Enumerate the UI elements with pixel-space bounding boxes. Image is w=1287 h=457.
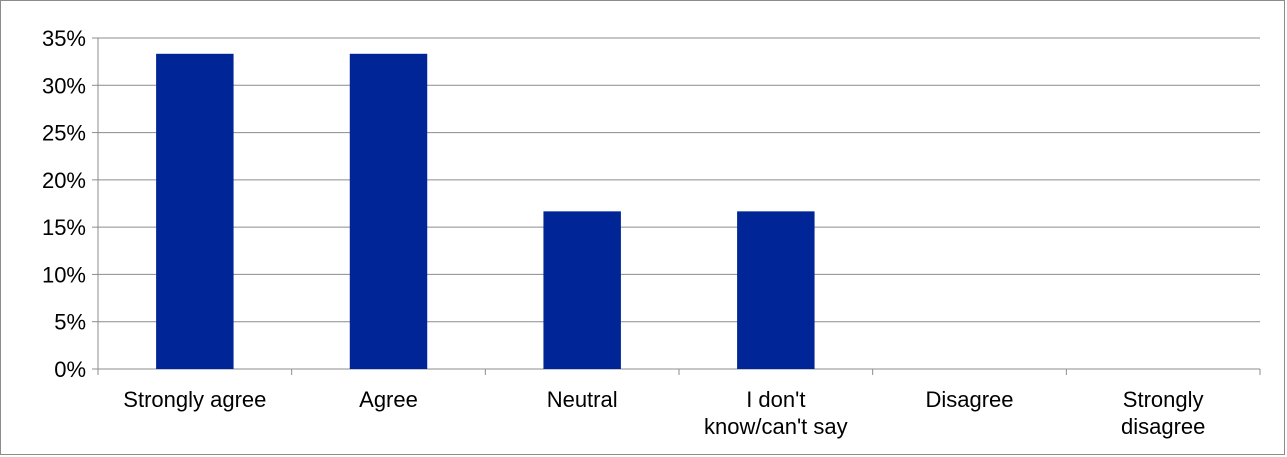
x-category-label-line: disagree [1121, 414, 1205, 439]
x-category-label-line: Disagree [925, 387, 1013, 412]
bar-2 [543, 211, 621, 369]
y-tick-label-0: 0% [54, 357, 86, 382]
x-category-label-5: Strongly disagree [1121, 387, 1205, 439]
x-category-label-line: Strongly [1123, 387, 1204, 412]
bar-0 [156, 53, 234, 370]
y-tick-label-5: 5% [54, 310, 86, 335]
y-tick-label-20: 20% [42, 168, 86, 193]
x-category-label-0: Strongly agree [123, 387, 266, 412]
bar-1 [349, 53, 428, 370]
x-category-label-line: Agree [359, 387, 418, 412]
x-category-label-line: I don't [746, 387, 805, 412]
y-tick-label-15: 15% [42, 215, 86, 240]
y-tick-label-10: 10% [42, 262, 86, 287]
y-tick-label-30: 30% [42, 73, 86, 98]
x-category-label-3: I don't know/can't say [704, 387, 848, 439]
y-tick-label-25: 25% [42, 121, 86, 146]
x-category-label-1: Agree [359, 387, 418, 412]
x-category-label-4: Disagree [925, 387, 1013, 412]
x-category-label-line: know/can't say [704, 414, 848, 439]
x-category-label-2: Neutral [547, 387, 618, 412]
x-category-label-line: Neutral [547, 387, 618, 412]
x-category-label-line: Strongly agree [123, 387, 266, 412]
y-tick-label-35: 35% [42, 26, 86, 51]
bar-3 [737, 211, 815, 369]
